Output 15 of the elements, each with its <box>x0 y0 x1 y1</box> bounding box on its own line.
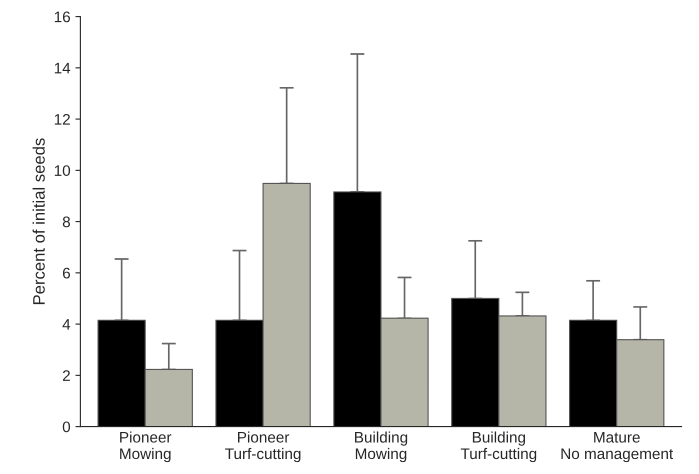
x-tick-label: Mature No management <box>561 432 674 462</box>
y-tick-label: 0 <box>62 421 70 432</box>
y-axis-title: Percent of initial seeds <box>32 138 45 304</box>
y-tick-label: 10 <box>54 165 70 176</box>
x-tick-label: Building Turf-cutting <box>460 431 536 462</box>
y-tick-label: 16 <box>54 11 70 22</box>
x-tick-label: Pioneer Turf-cutting <box>225 431 300 462</box>
y-tick-label: 6 <box>62 268 70 279</box>
y-tick-label: 2 <box>62 370 70 381</box>
y-tick-label: 4 <box>62 319 70 330</box>
y-tick-label: 14 <box>54 62 70 74</box>
y-tick-label: 12 <box>54 114 70 125</box>
x-tick-label: Building Mowing <box>355 431 408 462</box>
x-tick-label: Pioneer Mowing <box>120 431 172 462</box>
y-tick-label: 8 <box>62 216 70 228</box>
